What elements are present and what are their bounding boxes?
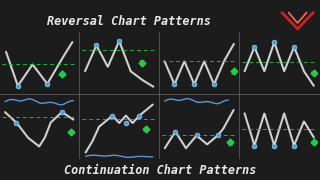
Text: Reversal Chart Patterns: Reversal Chart Patterns	[47, 15, 211, 28]
Text: Continuation Chart Patterns: Continuation Chart Patterns	[64, 164, 256, 177]
